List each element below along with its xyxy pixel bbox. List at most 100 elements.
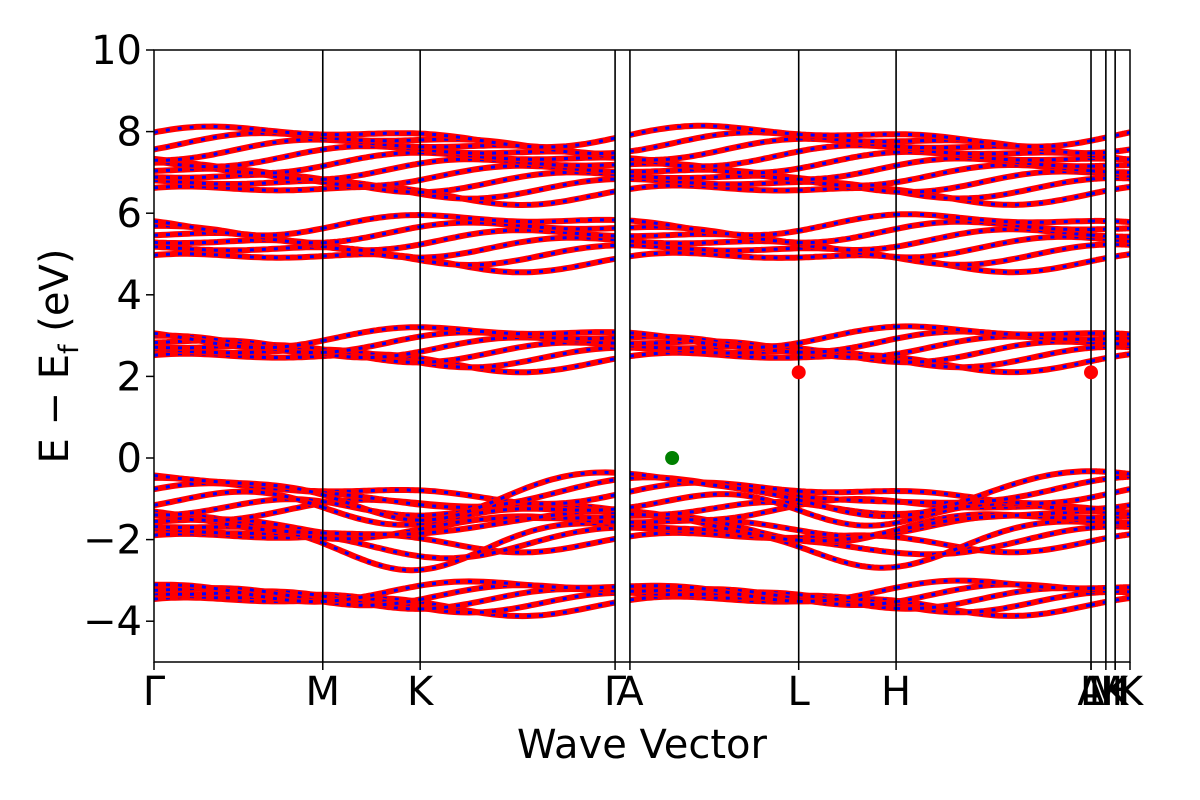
- band-line-down: [629, 184, 799, 192]
- band-line-down: [1091, 341, 1106, 345]
- band-line-down: [895, 255, 1092, 274]
- band-line-down: [1115, 503, 1130, 509]
- band-line-down: [419, 221, 616, 231]
- band-line-down: [154, 527, 323, 538]
- band-line-down: [629, 346, 799, 355]
- band-line-down: [895, 346, 1092, 369]
- band-line-down: [798, 143, 897, 153]
- band-line-down: [1115, 238, 1130, 243]
- band-line-down: [322, 505, 421, 527]
- band-line-down: [1090, 492, 1107, 499]
- band-line-down: [420, 341, 616, 364]
- band-line-down: [419, 356, 616, 374]
- band-line-down: [629, 149, 800, 168]
- band-line-down: [154, 185, 323, 192]
- band-line-down: [798, 597, 897, 607]
- band-line-down: [420, 148, 616, 158]
- band-line-down: [1091, 233, 1106, 238]
- band-line-down: [420, 509, 616, 535]
- band-line-down: [895, 599, 1092, 618]
- band-line-down: [322, 348, 421, 365]
- y-tick-label: 0: [117, 436, 142, 482]
- band-line-down: [419, 591, 616, 615]
- band-line-down: [895, 526, 1092, 556]
- band-line-down: [798, 586, 897, 603]
- band-line-down: [798, 133, 897, 144]
- band-line-down: [629, 137, 799, 162]
- band-line-down: [154, 510, 323, 535]
- band-line-down: [419, 243, 616, 267]
- band-line-down: [895, 579, 1092, 590]
- band-line-down: [322, 535, 421, 558]
- band-line-down: [1090, 169, 1106, 174]
- band-line-down: [154, 148, 324, 169]
- band-line-down: [896, 479, 1092, 505]
- band-line-down: [895, 335, 1092, 356]
- x-tick-label: K: [407, 669, 435, 715]
- x-tick-label: L: [1080, 669, 1103, 715]
- band-line-down: [1091, 477, 1107, 483]
- band-line-down: [798, 213, 897, 233]
- band-line-down: [322, 335, 421, 354]
- vbm-marker: [665, 451, 680, 465]
- band-line-down: [420, 521, 616, 572]
- x-tick-label: K: [1102, 669, 1130, 715]
- band-line-down: [154, 138, 323, 162]
- y-tick-label: 4: [117, 273, 142, 319]
- band-line-down: [154, 173, 324, 181]
- band-line-down: [322, 161, 421, 181]
- band-line-down: [322, 598, 421, 607]
- band-line-down: [154, 131, 323, 151]
- band-line-down: [322, 593, 421, 610]
- band-line-down: [1115, 585, 1130, 590]
- band-line-down: [420, 132, 616, 149]
- band-line-down: [322, 584, 421, 603]
- band-line-down: [896, 586, 1092, 611]
- band-line-down: [629, 492, 800, 512]
- band-line-down: [154, 586, 324, 603]
- band-line-down: [629, 526, 799, 542]
- band-line-down: [895, 163, 1092, 184]
- band-line-down: [154, 252, 323, 260]
- band-line-down: [1114, 185, 1130, 191]
- band-line-down: [629, 500, 799, 517]
- band-line-down: [896, 324, 1092, 337]
- band-line-down: [798, 508, 897, 528]
- band-line-down: [419, 600, 616, 618]
- band-line-down: [420, 151, 616, 161]
- band-line-down: [895, 227, 1092, 249]
- band-line-down: [420, 325, 616, 336]
- band-line-down: [798, 349, 897, 359]
- band-line-down: [154, 583, 323, 604]
- band-line-down: [895, 243, 1092, 267]
- band-line-down: [322, 135, 421, 143]
- band-line-down: [1115, 332, 1130, 336]
- band-line-down: [419, 526, 616, 560]
- band-line-down: [895, 502, 1091, 525]
- cbm-marker: [1084, 365, 1099, 380]
- band-line-down: [322, 243, 421, 260]
- band-line-down: [629, 524, 800, 549]
- band-line-down: [629, 177, 799, 186]
- x-tick-label: H: [881, 669, 911, 715]
- band-line-down: [798, 325, 897, 345]
- band-line-down: [1114, 470, 1130, 476]
- band-line-down: [895, 509, 1092, 532]
- y-tick-label: −2: [83, 518, 142, 564]
- band-line-down: [629, 219, 799, 237]
- band-line-down: [1090, 243, 1106, 247]
- band-line-down: [154, 157, 324, 175]
- band-line-down: [896, 469, 1091, 518]
- y-tick-label: 2: [117, 354, 142, 400]
- band-line-down: [419, 579, 616, 590]
- band-line-down: [154, 245, 323, 252]
- band-line-down: [154, 219, 324, 237]
- band-line-down: [154, 124, 323, 136]
- band-line-down: [896, 340, 1092, 364]
- band-line-down: [1115, 219, 1130, 224]
- band-line-down: [322, 178, 421, 188]
- band-line-down: [629, 243, 799, 253]
- band-line-down: [154, 592, 323, 600]
- band-line-down: [798, 538, 897, 555]
